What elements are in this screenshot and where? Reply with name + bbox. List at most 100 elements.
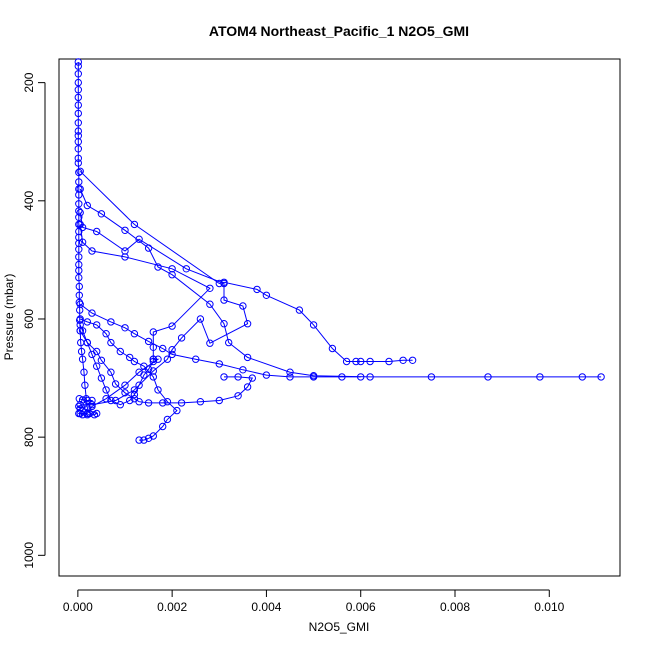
- y-tick-label: 600: [22, 309, 36, 329]
- data-point: [262, 291, 271, 299]
- series-line: [79, 303, 361, 378]
- data-point: [76, 327, 84, 335]
- data-point: [135, 381, 143, 389]
- data-point: [88, 309, 96, 317]
- data-point: [78, 238, 87, 246]
- series-line: [79, 188, 602, 378]
- data-point: [121, 324, 129, 332]
- data-point: [121, 389, 129, 397]
- data-point: [121, 381, 129, 389]
- series-line: [79, 212, 249, 406]
- data-point: [83, 396, 92, 405]
- data-point: [149, 328, 158, 336]
- data-point: [262, 371, 271, 379]
- data-point: [74, 109, 83, 118]
- data-point: [182, 265, 191, 273]
- data-point: [93, 409, 101, 418]
- data-point: [81, 381, 89, 389]
- data-point: [97, 210, 106, 218]
- data-point: [126, 353, 134, 362]
- data-point: [75, 227, 83, 236]
- data-point: [206, 300, 214, 308]
- series-10: [75, 395, 101, 419]
- x-tick-label: 0.006: [346, 600, 376, 614]
- data-point: [206, 339, 214, 347]
- data-point: [597, 373, 605, 381]
- data-point: [154, 355, 162, 363]
- data-point: [121, 226, 129, 235]
- series-8: [76, 321, 257, 407]
- data-point: [357, 357, 365, 366]
- data-point: [76, 220, 84, 229]
- x-tick-label: 0.008: [440, 600, 470, 614]
- data-point: [75, 213, 83, 222]
- data-point: [206, 284, 214, 292]
- data-point: [149, 432, 158, 440]
- data-point: [76, 208, 84, 217]
- data-point: [338, 373, 346, 381]
- data-point: [83, 338, 92, 347]
- data-point: [144, 399, 153, 407]
- data-point: [74, 70, 83, 78]
- data-point: [75, 409, 83, 418]
- data-point: [78, 355, 87, 363]
- data-point: [75, 253, 83, 261]
- data-point: [75, 282, 84, 291]
- data-point: [80, 368, 88, 376]
- data-point: [352, 357, 360, 366]
- data-point: [130, 386, 139, 394]
- data-point: [536, 373, 544, 381]
- data-point: [144, 337, 153, 346]
- data-point: [107, 338, 115, 347]
- data-point: [328, 344, 337, 353]
- data-point: [357, 373, 365, 381]
- data-point: [74, 132, 83, 140]
- data-point: [77, 347, 86, 356]
- data-point: [168, 265, 176, 273]
- data-point: [83, 411, 92, 419]
- x-axis-label: N2O5_GMI: [309, 620, 370, 634]
- x-tick-label: 0.002: [157, 600, 187, 614]
- y-axis-label: Pressure (mbar): [2, 274, 16, 361]
- plot-area-frame: [58, 58, 621, 577]
- data-point: [342, 357, 351, 366]
- data-point: [135, 398, 143, 406]
- series-2: [76, 167, 417, 366]
- data-point: [140, 436, 148, 444]
- data-point: [116, 401, 125, 409]
- data-point: [93, 362, 101, 370]
- series-line: [79, 170, 413, 362]
- data-point: [130, 220, 139, 229]
- y-axis: 200 400 600 800 1000: [22, 72, 46, 569]
- data-point: [121, 253, 129, 261]
- data-point: [75, 200, 83, 208]
- data-point: [130, 357, 139, 366]
- data-point: [76, 300, 84, 308]
- data-point: [130, 330, 139, 338]
- data-point: [196, 398, 205, 406]
- data-point: [366, 357, 374, 366]
- data-point: [107, 318, 115, 326]
- data-point: [144, 434, 153, 442]
- data-point: [107, 396, 115, 405]
- data-point: [74, 86, 83, 94]
- data-point: [88, 247, 96, 255]
- data-point: [408, 356, 417, 364]
- data-point: [286, 373, 294, 381]
- data-point: [75, 178, 83, 186]
- data-point: [177, 334, 186, 342]
- data-point: [102, 386, 110, 394]
- series-line: [79, 324, 254, 404]
- data-point: [159, 422, 167, 431]
- data-point: [74, 58, 83, 66]
- data-point: [248, 374, 257, 382]
- data-point: [243, 383, 252, 391]
- series-9: [76, 327, 158, 409]
- data-point: [366, 373, 374, 381]
- data-point: [159, 399, 167, 407]
- y-tick-label: 200: [22, 72, 36, 92]
- data-point: [74, 145, 83, 153]
- data-point: [135, 235, 143, 243]
- y-tick-label: 800: [22, 427, 36, 447]
